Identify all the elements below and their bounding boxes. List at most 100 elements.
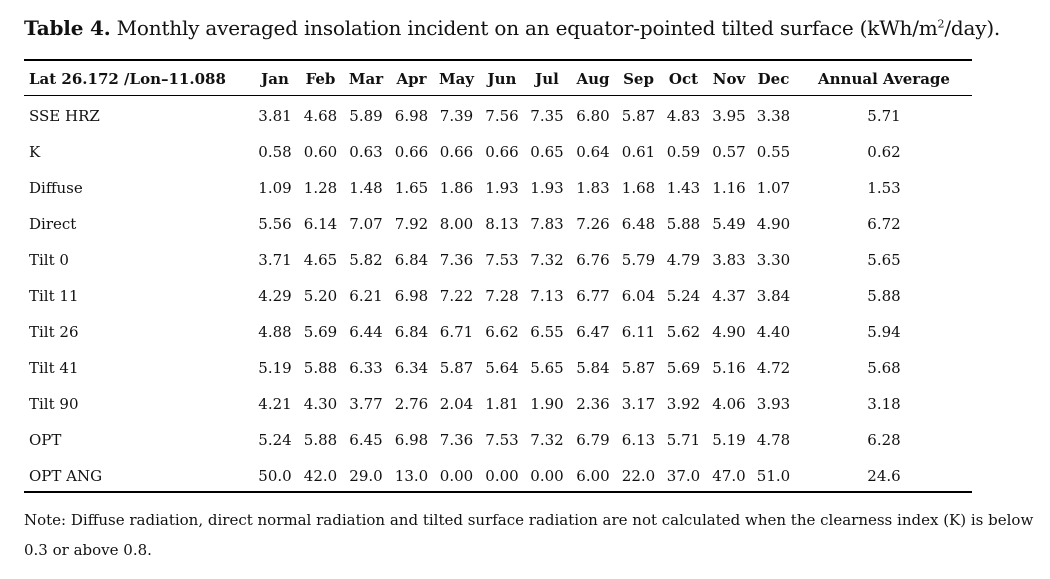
table-cell: 0.65 xyxy=(530,143,564,161)
table-cell: 2.04 xyxy=(439,395,474,413)
table-cell: 0.66 xyxy=(439,143,474,161)
table-cell: 5.65 xyxy=(867,251,901,269)
table-cell: 4.90 xyxy=(712,323,746,341)
table-cell: 3.71 xyxy=(258,251,292,269)
table-cell: 6.45 xyxy=(349,431,383,449)
column-header: Jul xyxy=(535,69,559,88)
row-label: Diffuse xyxy=(29,179,83,197)
table-cell: 5.84 xyxy=(576,359,610,377)
table-row: K 0.58 0.60 0.63 0.66 0.66 0.66 0.65 0.64 0.61 0.5… xyxy=(24,134,972,170)
column-header: Sep xyxy=(623,69,654,88)
table-cell: 2.76 xyxy=(394,395,429,413)
table-cell: 1.28 xyxy=(303,179,338,197)
table-cell: 5.49 xyxy=(712,215,746,233)
row-label: SSE HRZ xyxy=(29,107,100,125)
table-row: Tilt 0 3.71 4.65 5.82 6.84 7.36 7.53 7.32 6.76 5.… xyxy=(24,242,972,278)
table-cell: 6.00 xyxy=(576,467,610,485)
table-header-row: Lat 26.172 /Lon–11.088 Jan Feb Mar Apr May Ju… xyxy=(24,63,972,94)
table-cell: 13.0 xyxy=(394,467,429,485)
column-header: Jan xyxy=(261,69,289,88)
caption-text: Monthly averaged insolation incident on … xyxy=(110,16,938,40)
table-row: OPT ANG 50.0 42.0 29.0 13.0 0.00 0.00 0.00 6.00 2… xyxy=(24,458,972,494)
table-cell: 1.68 xyxy=(621,179,656,197)
table-row: Direct 5.56 6.14 7.07 7.92 8.00 8.13 7.83 7.26 6.… xyxy=(24,206,972,242)
table-cell: 5.24 xyxy=(258,431,292,449)
insolation-table: Lat 26.172 /Lon–11.088 Jan Feb Mar Apr May Ju… xyxy=(24,63,972,494)
table-cell: 0.66 xyxy=(485,143,519,161)
table-cell: 5.82 xyxy=(349,251,383,269)
table-cell: 7.35 xyxy=(530,107,564,125)
table-cell: 42.0 xyxy=(303,467,338,485)
table-cell: 5.24 xyxy=(666,287,701,305)
table-row: Tilt 11 4.29 5.20 6.21 6.98 7.22 7.28 7.13 6.77 6… xyxy=(24,278,972,314)
table-cell: 47.0 xyxy=(712,467,746,485)
table-cell: 0.59 xyxy=(666,143,701,161)
column-header: Jun xyxy=(487,69,517,88)
table-cell: 4.21 xyxy=(258,395,292,413)
table-cell: 1.48 xyxy=(349,179,383,197)
table-cell: 7.39 xyxy=(439,107,474,125)
table-cell: 22.0 xyxy=(621,467,656,485)
table-cell: 3.92 xyxy=(666,395,701,413)
table-cell: 6.13 xyxy=(621,431,656,449)
table-body: SSE HRZ 3.81 4.68 5.89 6.98 7.39 7.56 7.35 6.80 5… xyxy=(24,94,972,494)
table-cell: 50.0 xyxy=(258,467,292,485)
table-cell: 5.68 xyxy=(867,359,901,377)
table-cell: 3.18 xyxy=(867,395,901,413)
table-cell: 1.43 xyxy=(666,179,701,197)
table-cell: 4.90 xyxy=(756,215,791,233)
column-header: Apr xyxy=(396,69,427,88)
table-cell: 4.29 xyxy=(258,287,292,305)
table-cell: 7.36 xyxy=(439,431,474,449)
table-cell: 3.83 xyxy=(712,251,746,269)
header-location: Lat 26.172 /Lon–11.088 xyxy=(29,69,226,88)
row-label: OPT xyxy=(29,431,62,449)
caption-superscript: 2 xyxy=(937,17,945,31)
table-cell: 5.79 xyxy=(621,251,656,269)
table-cell: 0.63 xyxy=(349,143,383,161)
table-cell: 1.53 xyxy=(867,179,901,197)
table-cell: 5.19 xyxy=(712,431,746,449)
column-header: Mar xyxy=(348,69,384,88)
table-caption: Table 4. Monthly averaged insolation inc… xyxy=(24,16,1000,40)
table-cell: 7.26 xyxy=(576,215,610,233)
table-cell: 6.48 xyxy=(621,215,656,233)
table-cell: 4.40 xyxy=(756,323,791,341)
table-cell: 6.04 xyxy=(621,287,656,305)
table-cell: 51.0 xyxy=(756,467,791,485)
table-cell: 6.80 xyxy=(576,107,610,125)
table-cell: 1.09 xyxy=(258,179,292,197)
table-note: Note: Diffuse radiation, direct normal r… xyxy=(24,511,1034,559)
table-cell: 5.56 xyxy=(258,215,292,233)
table-cell: 5.71 xyxy=(666,431,701,449)
table-cell: 5.64 xyxy=(485,359,519,377)
table-cell: 0.66 xyxy=(394,143,429,161)
table-cell: 4.68 xyxy=(303,107,338,125)
table-cell: 0.58 xyxy=(258,143,292,161)
table-cell: 4.88 xyxy=(258,323,292,341)
row-label: Direct xyxy=(29,215,77,233)
table-cell: 7.92 xyxy=(394,215,429,233)
table-cell: 5.20 xyxy=(303,287,338,305)
table-cell: 6.76 xyxy=(576,251,610,269)
caption-label: Table 4. xyxy=(24,16,111,40)
row-label: Tilt 26 xyxy=(29,323,79,341)
table-cell: 0.62 xyxy=(867,143,901,161)
table-cell: 0.00 xyxy=(439,467,474,485)
table-cell: 0.57 xyxy=(712,143,746,161)
row-label: OPT ANG xyxy=(29,467,103,485)
table-cell: 5.71 xyxy=(867,107,901,125)
table-cell: 6.34 xyxy=(394,359,429,377)
table-cell: 6.77 xyxy=(576,287,610,305)
table-cell: 37.0 xyxy=(666,467,701,485)
column-header: Dec xyxy=(757,69,790,88)
table-cell: 5.88 xyxy=(303,359,338,377)
table-cell: 6.55 xyxy=(530,323,564,341)
table-cell: 1.90 xyxy=(530,395,564,413)
table-cell: 5.88 xyxy=(867,287,901,305)
row-label: Tilt 11 xyxy=(29,287,79,305)
table-cell: 5.69 xyxy=(303,323,338,341)
table-cell: 1.83 xyxy=(576,179,610,197)
table-cell: 5.62 xyxy=(666,323,701,341)
table-cell: 7.28 xyxy=(485,287,519,305)
